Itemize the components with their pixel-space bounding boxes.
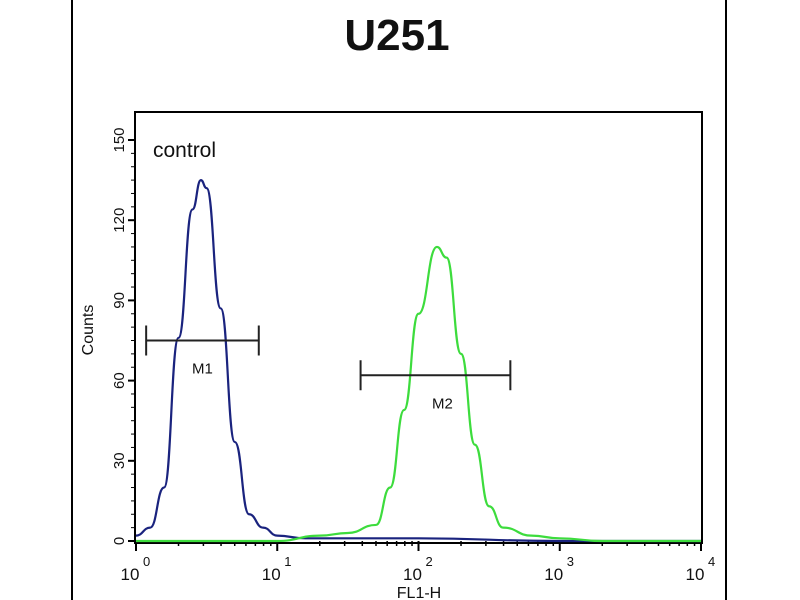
x-tick-label: 10 [403, 565, 422, 584]
series-1-line [135, 178, 701, 543]
x-tick-exponent: 0 [143, 554, 150, 569]
x-tick-label: 10 [121, 565, 140, 584]
plot-area [134, 111, 703, 544]
y-tick-label: 120 [111, 208, 128, 233]
x-axis-label: FL1-H [397, 585, 441, 600]
marker-label: M1 [192, 361, 213, 378]
y-tick-label: 90 [111, 292, 128, 309]
y-tick-label: 60 [111, 372, 128, 389]
x-tick-exponent: 3 [567, 554, 574, 569]
control-annotation: control [153, 139, 216, 162]
x-tick-exponent: 2 [426, 554, 433, 569]
y-tick-label: 150 [111, 127, 128, 152]
y-tick-label: 0 [111, 537, 128, 545]
series-2-line [135, 245, 701, 543]
x-tick-label: 10 [262, 565, 281, 584]
chart-title: U251 [344, 11, 449, 60]
x-tick-exponent: 4 [708, 554, 715, 569]
y-tick-label: 30 [111, 452, 128, 469]
x-tick-label: 10 [544, 565, 563, 584]
x-tick-label: 10 [686, 565, 705, 584]
x-tick-exponent: 1 [284, 554, 291, 569]
y-axis-label: Counts [80, 305, 97, 356]
marker-label: M2 [432, 395, 453, 412]
